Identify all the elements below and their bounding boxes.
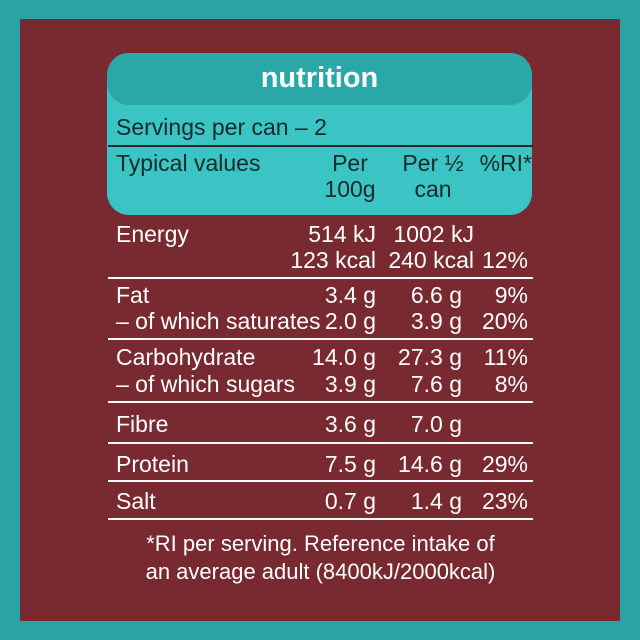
energy-ri: 12%: [481, 247, 528, 273]
col-perhalf-line2: can: [414, 176, 452, 202]
row-label-sugars: – of which sugars: [116, 371, 295, 397]
salt-perhalf: 1.4 g: [410, 488, 462, 514]
carbohydrate-perhalf: 27.3 g: [398, 344, 462, 370]
col-ri: %RI*: [479, 150, 532, 176]
nutrition-title: nutrition: [260, 62, 379, 94]
col-typical-values: Typical values: [116, 150, 261, 176]
row-label-protein: Protein: [116, 451, 189, 477]
carbohydrate-per100: 14.0 g: [312, 344, 376, 370]
row-divider: [108, 442, 533, 444]
salt-per100: 0.7 g: [324, 488, 376, 514]
row-label-carbohydrate: Carbohydrate: [116, 344, 256, 370]
sugars-perhalf: 7.6 g: [410, 371, 462, 397]
fat-per100: 3.4 g: [324, 282, 376, 308]
row-divider: [108, 480, 533, 482]
saturates-perhalf: 3.9 g: [410, 308, 462, 334]
servings-text: Servings per can – 2: [116, 114, 327, 140]
protein-per100: 7.5 g: [324, 451, 376, 477]
saturates-ri: 20%: [481, 308, 528, 334]
protein-perhalf: 14.6 g: [398, 451, 462, 477]
sugars-per100: 3.9 g: [324, 371, 376, 397]
row-divider: [108, 401, 533, 403]
row-label-salt: Salt: [116, 488, 156, 514]
carbohydrate-ri: 11%: [483, 344, 528, 370]
fat-ri: 9%: [494, 282, 528, 308]
salt-ri: 23%: [481, 488, 528, 514]
energy-kj-perhalf: 1002 kJ: [393, 221, 474, 247]
row-divider: [108, 518, 533, 520]
row-label-fibre: Fibre: [116, 411, 169, 437]
row-label-fat: Fat: [116, 282, 150, 308]
row-label-saturates: – of which saturates: [116, 308, 321, 334]
row-divider: [108, 338, 533, 340]
footnote-line-2: an average adult (8400kJ/2000kcal): [145, 559, 496, 584]
row-divider: [108, 277, 533, 279]
col-perhalf-line1: Per ½: [402, 150, 464, 176]
energy-kj-per100: 514 kJ: [308, 221, 376, 247]
saturates-per100: 2.0 g: [324, 308, 376, 334]
fibre-perhalf: 7.0 g: [410, 411, 462, 437]
col-per100-line2: 100g: [324, 176, 376, 202]
fibre-per100: 3.6 g: [324, 411, 376, 437]
energy-kcal-perhalf: 240 kcal: [388, 247, 474, 273]
col-per100-line1: Per: [332, 150, 368, 176]
footnote: *RI per serving. Reference intake of an …: [108, 530, 533, 586]
fat-perhalf: 6.6 g: [410, 282, 462, 308]
footnote-line-1: *RI per serving. Reference intake of: [146, 531, 495, 556]
title-pill: [107, 53, 532, 105]
header-divider: [108, 145, 533, 147]
energy-kcal-per100: 123 kcal: [290, 247, 376, 273]
protein-ri: 29%: [481, 451, 528, 477]
sugars-ri: 8%: [494, 371, 528, 397]
row-label-energy: Energy: [116, 221, 189, 247]
